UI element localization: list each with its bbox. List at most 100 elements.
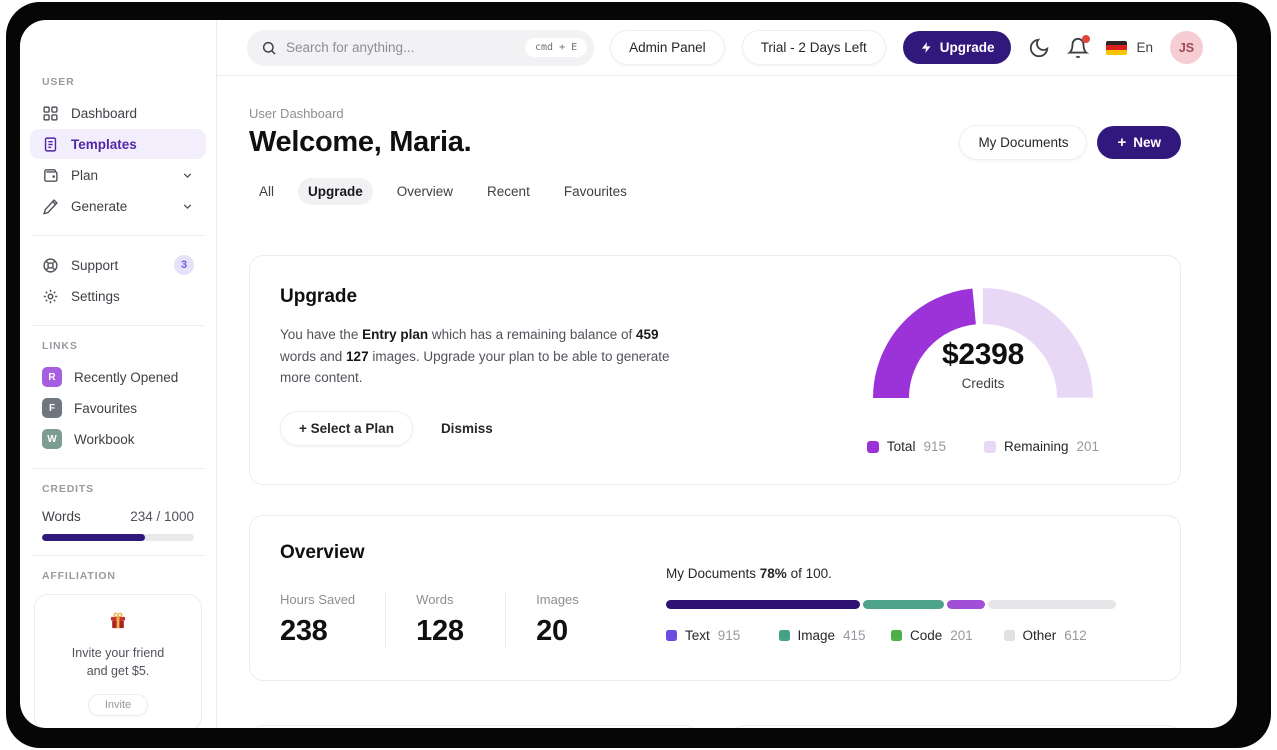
sidebar-item-label: Recently Opened — [74, 369, 179, 385]
upgrade-card-title: Upgrade — [280, 286, 358, 307]
credits-gauge-chart: $2398 Credits Total 915 — [858, 286, 1108, 454]
credits-label: Words — [42, 509, 81, 524]
overview-card: Overview Hours Saved 238 Words 128 — [249, 515, 1181, 681]
overview-stats: Hours Saved 238 Words 128 Images 20 — [280, 592, 656, 648]
dismiss-button[interactable]: Dismiss — [440, 420, 493, 436]
notification-dot — [1082, 34, 1091, 43]
search-shortcut-badge: cmd + E — [524, 38, 588, 57]
gift-icon — [108, 611, 128, 631]
upgrade-card-body: You have the Entry plan which has a rema… — [280, 327, 670, 386]
stat-images: Images 20 — [536, 592, 579, 647]
bar-segment-image — [862, 600, 944, 609]
legend-item-other: Other 612 — [1003, 628, 1117, 643]
credits-progress-fill — [42, 534, 146, 541]
sidebar-section-affiliation: AFFILIATION — [42, 570, 116, 582]
german-flag-icon[interactable] — [1106, 40, 1128, 55]
sidebar-item-templates[interactable]: Templates — [30, 129, 206, 159]
user-avatar[interactable]: JS — [1170, 31, 1203, 64]
support-lifebuoy-icon — [42, 257, 59, 274]
sidebar-item-label: Templates — [71, 136, 137, 152]
sidebar-item-support[interactable]: Support 3 — [30, 250, 206, 280]
sidebar-divider — [32, 555, 204, 556]
sidebar-item-settings[interactable]: Settings — [30, 281, 206, 311]
templates-list-card: Templates Recently Launched Blog Post Ti… — [731, 725, 1181, 728]
stat-hours-saved: Hours Saved 238 — [280, 592, 387, 648]
upgrade-button[interactable]: Upgrade — [902, 31, 1012, 64]
legend-swatch — [778, 630, 790, 641]
legend-swatch — [866, 440, 879, 453]
sidebar-item-plan[interactable]: Plan — [30, 160, 206, 190]
dark-mode-moon-icon[interactable] — [1028, 37, 1050, 59]
documents-legend: Text 915 Image 415 Code 20 — [666, 628, 1116, 643]
sidebar-item-dashboard[interactable]: Dashboard — [30, 98, 206, 128]
chevron-down-icon — [181, 200, 194, 213]
app-window: USER Dashboard Templates Plan — [20, 20, 1237, 728]
tab-bar: All Upgrade Overview Recent Favourites — [249, 178, 1181, 205]
documents-progress-chart: My Documents 78% of 100. Text 915 Image — [666, 566, 1116, 648]
sidebar-item-label: Plan — [71, 167, 99, 183]
tab-favourites[interactable]: Favourites — [563, 184, 627, 199]
sidebar-item-label: Dashboard — [71, 105, 138, 121]
documents-progress-title: My Documents 78% of 100. — [666, 566, 832, 581]
credits-row: Words 234 / 1000 — [30, 509, 206, 524]
gauge-legend: Total 915 Remaining 201 — [866, 439, 1099, 454]
sidebar-item-generate[interactable]: Generate — [30, 191, 206, 221]
my-documents-button[interactable]: My Documents — [959, 125, 1088, 160]
settings-gear-icon — [42, 288, 59, 305]
sidebar-item-label: Workbook — [74, 431, 135, 447]
legend-item-image: Image 415 — [778, 628, 892, 643]
tab-all[interactable]: All — [259, 184, 275, 199]
sidebar-section-links: LINKS — [42, 340, 78, 352]
main-area: Search for anything... cmd + E Admin Pan… — [217, 20, 1237, 728]
content-area: User Dashboard Welcome, Maria. My Docume… — [217, 76, 1237, 728]
legend-item-text: Text 915 — [666, 628, 779, 643]
affiliation-card: Invite your friend and get $5. Invite — [34, 594, 202, 728]
plan-wallet-icon — [42, 167, 59, 184]
select-plan-button[interactable]: + Select a Plan — [280, 410, 413, 446]
search-input[interactable]: Search for anything... cmd + E — [247, 29, 595, 66]
support-count-badge: 3 — [174, 255, 194, 275]
sidebar-link-workbook[interactable]: W Workbook — [30, 424, 206, 454]
generate-pencil-icon — [42, 198, 59, 215]
legend-swatch — [666, 630, 677, 641]
sidebar-item-label: Support — [71, 257, 119, 273]
link-initial-badge: W — [42, 429, 62, 449]
affiliation-text: Invite your friend and get $5. — [71, 646, 165, 679]
link-initial-badge: R — [42, 367, 62, 387]
lightning-bolt-icon — [920, 41, 933, 54]
legend-item-remaining: Remaining 201 — [983, 439, 1099, 454]
documents-list-card: Documents Favourites Untitled Document — [249, 725, 699, 728]
new-button[interactable]: + New — [1097, 126, 1181, 159]
bar-segment-code — [946, 600, 985, 609]
invite-button[interactable]: Invite — [87, 694, 149, 717]
admin-panel-button[interactable]: Admin Panel — [610, 30, 725, 65]
search-placeholder: Search for anything... — [286, 40, 415, 55]
sidebar: USER Dashboard Templates Plan — [20, 20, 217, 728]
credits-progress-track — [42, 534, 194, 541]
upgrade-card: Upgrade You have the Entry plan which ha… — [249, 255, 1181, 485]
tab-upgrade[interactable]: Upgrade — [298, 178, 373, 205]
legend-swatch — [891, 630, 902, 641]
page-title: Welcome, Maria. — [249, 126, 472, 158]
trial-status-button[interactable]: Trial - 2 Days Left — [741, 30, 886, 65]
notifications-bell-icon[interactable] — [1067, 34, 1091, 59]
legend-item-total: Total 915 — [866, 439, 946, 454]
gauge-arcs — [873, 288, 1093, 399]
sidebar-link-recently-opened[interactable]: R Recently Opened — [30, 362, 206, 392]
sidebar-section-credits: CREDITS — [42, 483, 94, 495]
templates-document-icon — [42, 136, 59, 153]
gauge-center-label: Credits — [961, 376, 1005, 391]
breadcrumb: User Dashboard — [249, 106, 344, 121]
sidebar-divider — [32, 325, 204, 326]
documents-stacked-bar — [666, 600, 1116, 609]
sidebar-item-label: Generate — [71, 198, 128, 214]
device-frame: USER Dashboard Templates Plan — [6, 2, 1271, 748]
tab-recent[interactable]: Recent — [487, 184, 530, 199]
sidebar-link-favourites[interactable]: F Favourites — [30, 393, 206, 423]
sidebar-divider — [32, 235, 204, 236]
sidebar-item-label: Favourites — [74, 400, 138, 416]
language-label[interactable]: En — [1136, 40, 1153, 55]
plus-icon: + — [299, 420, 311, 436]
tab-overview[interactable]: Overview — [396, 184, 454, 199]
stat-words: Words 128 — [416, 592, 507, 648]
